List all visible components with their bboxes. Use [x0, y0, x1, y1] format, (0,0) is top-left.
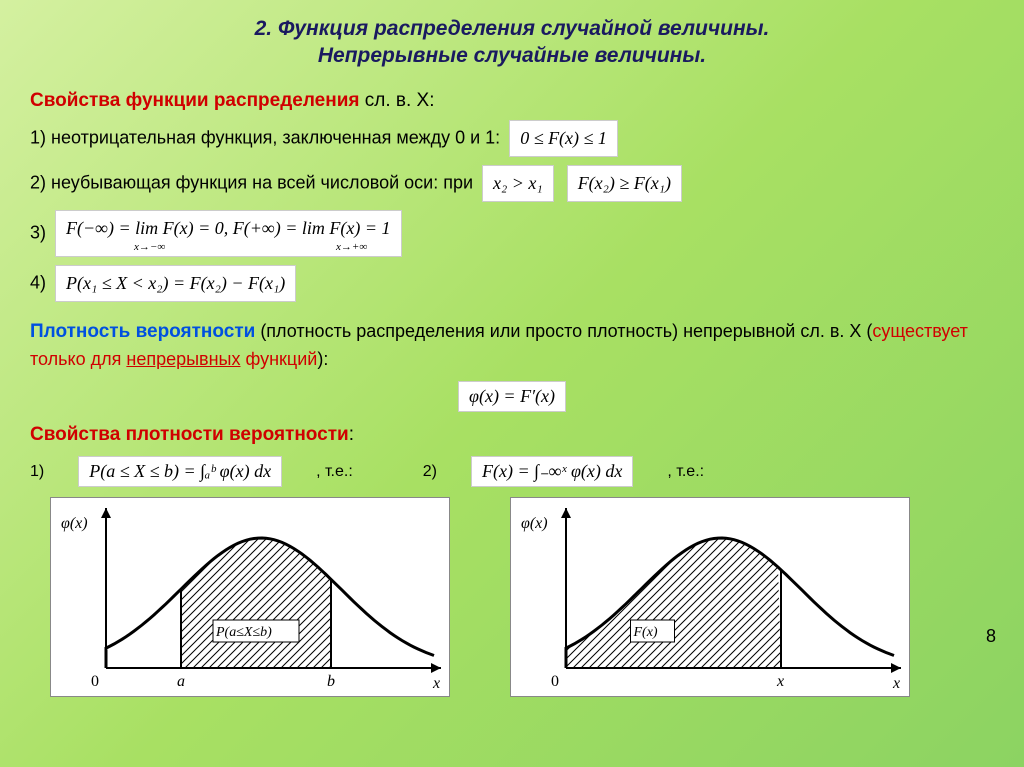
property-4-num: 4) [30, 272, 46, 292]
formula-prob-interval: P(x₁ ≤ X < x₂) = F(x₂) − F(x₁) [55, 265, 296, 302]
density-definition: Плотность вероятности (плотность распред… [30, 318, 994, 374]
density-tail: функций [241, 349, 318, 369]
density-chart-left: φ(x) 0 x P(a≤X≤b) a b [50, 497, 450, 697]
page-number: 8 [986, 626, 996, 647]
property-3-num: 3) [30, 222, 46, 242]
svg-text:φ(x): φ(x) [61, 515, 88, 532]
formula-limits: F(−∞) = lim F(x) = 0, F(+∞) = lim F(x) =… [55, 210, 401, 257]
svg-text:φ(x): φ(x) [521, 515, 548, 532]
limit-sub-2: x→+∞ [336, 239, 367, 256]
property-4: 4) P(x₁ ≤ X < x₂) = F(x₂) − F(x₁) [30, 265, 994, 302]
properties-header-red: Свойства функции распределения [30, 90, 359, 111]
title-line-2: Непрерывные случайные величины. [318, 44, 706, 67]
svg-text:a: a [177, 673, 185, 690]
ie-2: , т.е.: [667, 463, 704, 481]
density-underline: непрерывных [126, 349, 240, 369]
density-chart-right: φ(x) 0 x F(x) x [510, 497, 910, 697]
ie-1: , т.е.: [316, 463, 353, 481]
svg-text:x: x [432, 675, 440, 692]
formula-phi: φ(x) = F′(x) [458, 381, 566, 412]
page-title: 2. Функция распределения случайной велич… [30, 15, 994, 70]
svg-text:F(x): F(x) [633, 625, 658, 640]
density-prop-1-num: 1) [30, 463, 44, 481]
limit-sub-1: x→−∞ [134, 239, 165, 256]
svg-text:b: b [327, 673, 335, 690]
svg-text:0: 0 [91, 673, 99, 690]
properties-header-tail: сл. в. X: [359, 90, 434, 111]
density-properties-row: 1) P(a ≤ X ≤ b) = ∫ₐᵇ φ(x) dx , т.е.: 2)… [30, 456, 994, 487]
density-text: (плотность распределения или просто плот… [255, 321, 872, 341]
formula-monotone: F(x₂) ≥ F(x₁) [567, 165, 682, 202]
svg-text:0: 0 [551, 673, 559, 690]
formula-limits-main: F(−∞) = lim F(x) = 0, F(+∞) = lim F(x) =… [66, 218, 390, 238]
property-1: 1) неотрицательная функция, заключенная … [30, 120, 994, 157]
phi-formula-row: φ(x) = F′(x) [30, 381, 994, 412]
density-head: Плотность вероятности [30, 321, 255, 342]
formula-integral-ab: P(a ≤ X ≤ b) = ∫ₐᵇ φ(x) dx [78, 456, 282, 487]
properties-header: Свойства функции распределения сл. в. X: [30, 90, 994, 112]
density-close: ): [317, 349, 328, 369]
formula-integral-inf: F(x) = ∫₋∞ˣ φ(x) dx [471, 456, 633, 487]
formula-range: 0 ≤ F(x) ≤ 1 [509, 120, 618, 157]
density-props-text: Свойства плотности вероятности [30, 424, 349, 445]
density-props-header: Свойства плотности вероятности: [30, 424, 994, 446]
density-prop-2-num: 2) [423, 463, 437, 481]
svg-text:x: x [776, 673, 784, 690]
property-2-text: 2) неубывающая функция на всей числовой … [30, 172, 473, 192]
property-2: 2) неубывающая функция на всей числовой … [30, 165, 994, 202]
property-3: 3) F(−∞) = lim F(x) = 0, F(+∞) = lim F(x… [30, 210, 994, 257]
property-1-text: 1) неотрицательная функция, заключенная … [30, 127, 500, 147]
formula-x2gtx1: x₂ > x₁ [482, 165, 554, 202]
title-line-1: 2. Функция распределения случайной велич… [255, 17, 770, 40]
charts-row: φ(x) 0 x P(a≤X≤b) a b φ(x) 0 x F(x) x [30, 497, 994, 697]
svg-text:x: x [892, 675, 900, 692]
svg-text:P(a≤X≤b): P(a≤X≤b) [215, 625, 272, 640]
